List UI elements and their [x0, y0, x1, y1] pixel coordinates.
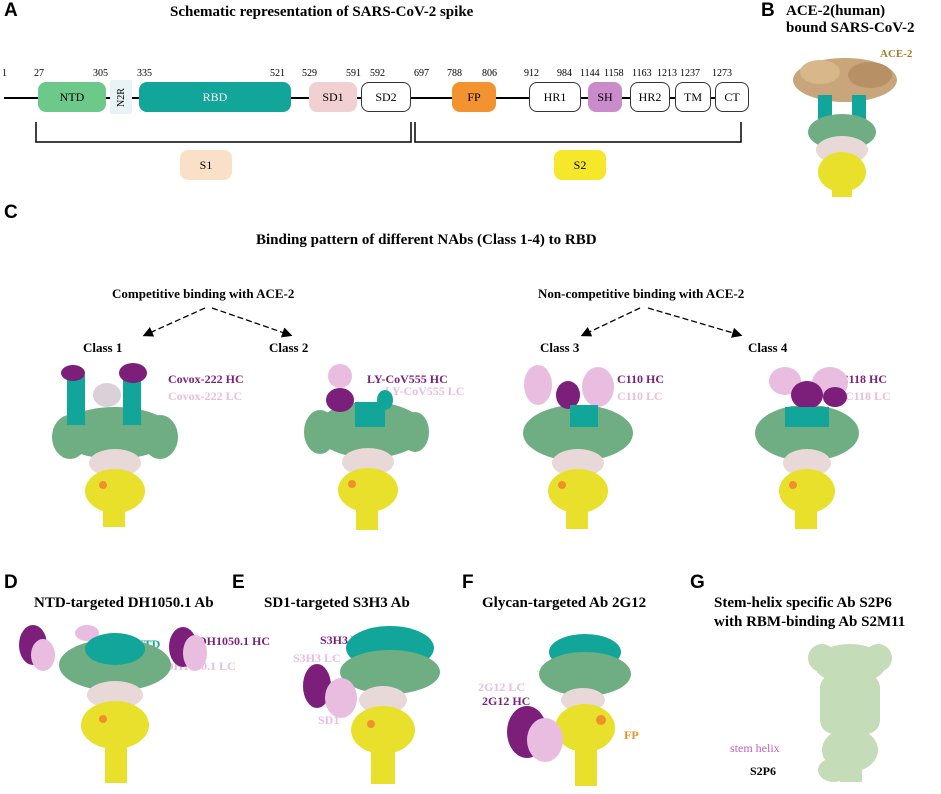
pos-1213: 1213 — [657, 68, 677, 79]
pos-335: 335 — [137, 68, 152, 79]
domain-hr1: HR1 — [529, 82, 581, 112]
subunit-brackets — [35, 122, 742, 143]
class-4-label: Class 4 — [748, 340, 788, 355]
dh1050-hc-label: DH1050.1 HC — [198, 634, 270, 648]
domain-tm: TM — [675, 82, 711, 112]
pos-529: 529 — [302, 68, 317, 79]
class-3-structure — [523, 365, 633, 529]
domain-fp: FP — [452, 82, 496, 112]
competitive-label: Competitive binding with ACE-2 — [112, 286, 295, 301]
pos-1: 1 — [2, 68, 7, 79]
s3h3-lc-label: S3H3 LC — [293, 651, 341, 665]
pos-788: 788 — [447, 68, 462, 79]
class-3-label: Class 3 — [540, 340, 580, 355]
panel-c-letter: C — [4, 202, 18, 223]
panel-g-structure — [808, 644, 892, 782]
subunit-s1: S1 — [180, 150, 232, 180]
pos-984: 984 — [557, 68, 572, 79]
panel-g-letter: G — [690, 572, 705, 593]
sd1-label: SD1 — [318, 713, 340, 727]
panel-d-structure — [19, 625, 207, 783]
panel-d-letter: D — [4, 572, 18, 593]
pos-1158: 1158 — [604, 68, 624, 79]
class-3-lc-label: C110 LC — [617, 389, 663, 403]
ace2-spike-structure — [793, 58, 897, 197]
domain-sh: SH — [588, 82, 622, 112]
class-2-structure — [304, 364, 429, 530]
panel-e-title: SD1-targeted S3H3 Ab — [264, 595, 410, 611]
domain-sd2: SD2 — [361, 82, 411, 112]
class-2-lc-label: LY-CoV555 LC — [385, 384, 465, 398]
pos-912: 912 — [524, 68, 539, 79]
2g12-lc-label: 2G12 LC — [478, 680, 526, 694]
domain-sd1: SD1 — [309, 82, 357, 112]
panel-d-title: NTD-targeted DH1050.1 Ab — [34, 595, 214, 611]
panel-f-title: Glycan-targeted Ab 2G12 — [482, 595, 647, 611]
pos-1163: 1163 — [632, 68, 652, 79]
pos-1273: 1273 — [712, 68, 732, 79]
panel-c-title: Binding pattern of different NAbs (Class… — [256, 232, 597, 248]
pos-697: 697 — [414, 68, 429, 79]
panel-a-title: Schematic representation of SARS-CoV-2 s… — [170, 4, 474, 20]
domain-ntd: NTD — [38, 82, 106, 112]
panel-b-letter: B — [761, 0, 775, 21]
domain-n2r: N2R — [110, 80, 132, 114]
panel-g-title-line1: Stem-helix specific Ab S2P6 — [714, 595, 892, 611]
class-4-lc-label: C118 LC — [845, 389, 891, 403]
class-arrows — [142, 307, 743, 338]
ace2-label: ACE-2 — [880, 48, 913, 60]
panel-f-letter: F — [462, 572, 474, 593]
pos-806: 806 — [482, 68, 497, 79]
pos-1144: 1144 — [580, 68, 600, 79]
pos-591: 591 — [346, 68, 361, 79]
class-4-structure — [755, 367, 859, 529]
panel-e-letter: E — [232, 572, 245, 593]
pos-1237: 1237 — [680, 68, 700, 79]
class-2-label: Class 2 — [269, 340, 309, 355]
domain-hr2: HR2 — [630, 82, 670, 112]
pos-305: 305 — [93, 68, 108, 79]
pos-592: 592 — [370, 68, 385, 79]
class-1-lc-label: Covox-222 LC — [168, 389, 243, 403]
class-1-structure — [52, 363, 178, 527]
class-1-label: Class 1 — [83, 340, 123, 355]
class-4-hc-label: C118 HC — [840, 372, 888, 386]
fp-label: FP — [624, 728, 639, 742]
class-2-hc-label: LY-CoV555 HC — [367, 372, 448, 386]
pos-27: 27 — [34, 68, 44, 79]
stem-helix-label: stem helix — [730, 741, 780, 755]
domain-ct: CT — [715, 82, 749, 112]
class-3-hc-label: C110 HC — [617, 372, 665, 386]
noncompetitive-label: Non-competitive binding with ACE-2 — [538, 286, 745, 301]
s2p6-label: S2P6 — [750, 764, 777, 778]
panel-e-structure — [303, 626, 440, 784]
2g12-hc-label: 2G12 HC — [482, 694, 531, 708]
domain-rbd: RBD — [139, 82, 291, 112]
panel-b-title-line2: bound SARS-CoV-2 — [786, 20, 915, 36]
panel-g-title-line2: with RBM-binding Ab S2M11 — [714, 614, 906, 630]
panel-f-structure — [507, 634, 631, 786]
class-1-hc-label: Covox-222 HC — [168, 372, 244, 386]
pos-521: 521 — [270, 68, 285, 79]
subunit-s2: S2 — [554, 150, 606, 180]
panel-a-letter: A — [4, 0, 18, 21]
panel-b-title-line1: ACE-2(human) — [786, 3, 886, 19]
